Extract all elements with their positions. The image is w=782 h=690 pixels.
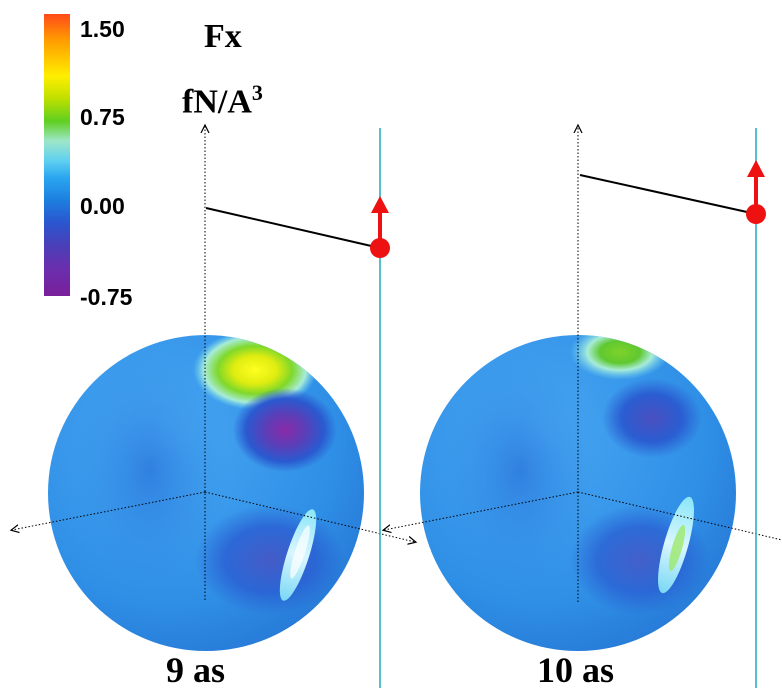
colorbar-tick-zero: 0.00 [80, 193, 125, 219]
panel-2-time-label: 10 as [537, 650, 615, 690]
colorbar-tick-min: -0.75 [80, 284, 133, 310]
panel-2-sphere [420, 335, 736, 651]
unit-base: fN/A [182, 83, 252, 121]
panel-1-probe-line [205, 207, 381, 249]
unit-exponent: 3 [251, 80, 263, 105]
panel-2-axes [384, 126, 782, 602]
panel-1-time-label: 9 as [166, 650, 226, 690]
quantity-unit: fN/A3 [182, 80, 263, 121]
colorbar [44, 14, 70, 296]
panel-2-force-arrow [746, 160, 766, 224]
colorbar-tick-mid-high: 0.75 [80, 104, 125, 130]
panel-1-sphere [48, 335, 364, 651]
panel-1-force-arrow [370, 196, 390, 258]
quantity-title: Fx [204, 18, 242, 55]
colorbar-tick-max: 1.50 [80, 16, 125, 42]
panel-2-probe-line [579, 174, 757, 215]
